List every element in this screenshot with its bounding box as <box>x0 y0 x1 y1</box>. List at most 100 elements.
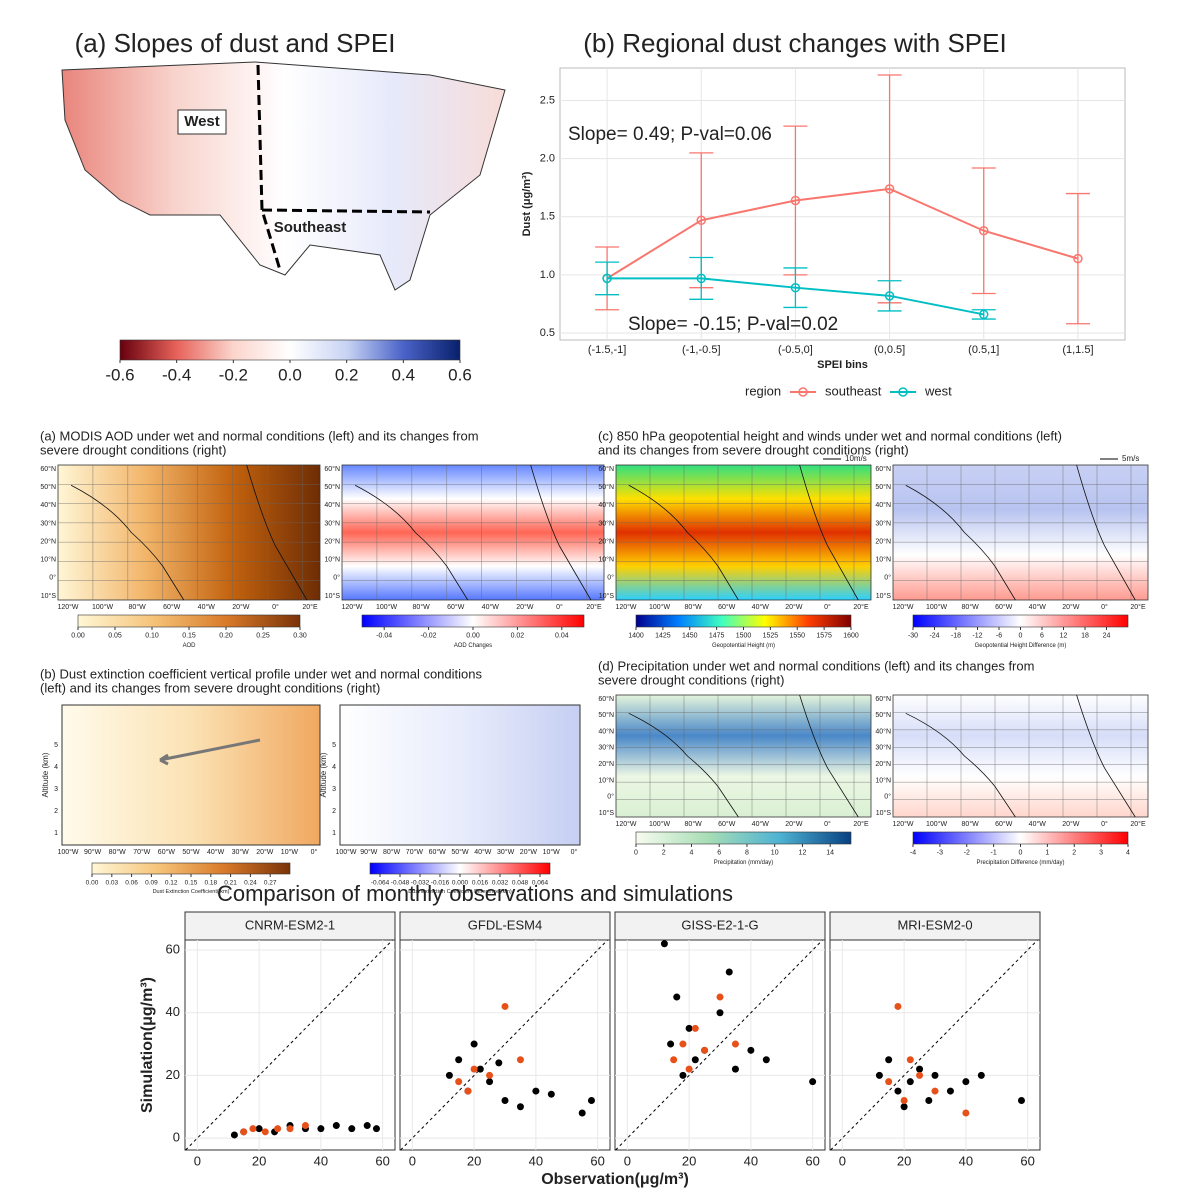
lon-label: 60°W <box>158 848 176 856</box>
point <box>906 1078 914 1086</box>
lat-label: 60°N <box>875 695 891 703</box>
colorbar-tick-label: 0.4 <box>392 365 416 384</box>
lon-label: 20°E <box>1130 820 1146 828</box>
colorbar <box>635 831 852 845</box>
point <box>931 1087 939 1095</box>
colorbar-tick-label: -1 <box>991 850 997 857</box>
colorbar <box>912 831 1129 845</box>
lat-label: 30°N <box>598 519 614 527</box>
lon-label: 50°W <box>182 848 200 856</box>
point <box>900 1096 908 1104</box>
us-map <box>61 61 506 291</box>
colorbar-tick-label: 0.27 <box>264 879 277 886</box>
lon-label: 20°E <box>302 603 318 611</box>
lat-label: 60°N <box>40 465 56 473</box>
lon-label: 80°W <box>685 603 703 611</box>
lat-label: 30°N <box>324 519 340 527</box>
map <box>892 464 1149 601</box>
lon-label: 20°W <box>785 603 803 611</box>
point <box>261 1128 269 1136</box>
colorbar-tick-label: 0.20 <box>219 633 233 640</box>
arrow-label: 5m/s <box>1122 454 1139 463</box>
colorbar-tick-label: 8 <box>745 850 749 857</box>
x-tick-label: (-0.5,0] <box>778 344 813 356</box>
alt-label: 4 <box>332 764 336 771</box>
colorbar-tick-label: -6 <box>996 633 1002 640</box>
lat-label: 10°S <box>876 592 892 600</box>
x-axis-label: Observation(μg/m³) <box>541 1171 689 1188</box>
alt-label: 1 <box>332 830 336 837</box>
point <box>894 1087 902 1095</box>
lon-label: 40°W <box>198 603 216 611</box>
colorbar-tick-label: -0.048 <box>391 879 410 886</box>
alt-label: 1 <box>54 830 58 837</box>
y-tick-label: 0 <box>173 1130 180 1145</box>
point <box>532 1087 540 1095</box>
one-to-one-line <box>400 939 608 1151</box>
y-tick-label: 1.0 <box>540 269 555 281</box>
lon-label: 20°W <box>256 848 274 856</box>
lon-label: 20°E <box>1130 603 1146 611</box>
point <box>946 1087 954 1095</box>
lat-label: 40°N <box>598 501 614 509</box>
colorbar-label: Geopotential Height Difference (m) <box>975 643 1067 649</box>
lon-label: 90°W <box>84 848 102 856</box>
colorbar-tick-label: 0.10 <box>145 633 159 640</box>
legend-point <box>898 387 908 397</box>
x-tick-label: 20 <box>682 1153 696 1168</box>
point <box>274 1125 282 1133</box>
point <box>900 1103 908 1111</box>
lat-label: 10°N <box>598 556 614 564</box>
colorbar-tick-label: 10 <box>771 850 779 857</box>
x-tick-label: 40 <box>744 1153 758 1168</box>
lat-label: 10°S <box>876 809 892 817</box>
point <box>1017 1096 1025 1104</box>
plot-area <box>559 67 1126 341</box>
point <box>547 1090 555 1098</box>
panel-title: (c) 850 hPa geopotential height and wind… <box>598 428 1062 443</box>
colorbar-tick-label: 0.03 <box>105 879 118 886</box>
lat-label: 10°S <box>325 592 341 600</box>
lat-label: 50°N <box>40 483 56 491</box>
alt-label: 3 <box>54 786 58 793</box>
colorbar-tick-label: 6 <box>1040 633 1044 640</box>
x-tick-label: 20 <box>252 1153 266 1168</box>
point <box>301 1122 309 1130</box>
colorbar-tick-label: 0.24 <box>244 879 257 886</box>
lon-label: 100°W <box>926 820 947 828</box>
lat-label: 60°N <box>324 465 340 473</box>
panel-title: (a) MODIS AOD under wet and normal condi… <box>40 428 479 443</box>
strip <box>829 911 1041 941</box>
colorbar <box>91 862 291 875</box>
y-tick-label: 20 <box>166 1067 180 1082</box>
colorbar-tick-label: -3 <box>937 850 943 857</box>
lat-label: 20°N <box>324 537 340 545</box>
colorbar-tick-label: -0.04 <box>376 633 392 640</box>
lon-label: 120°W <box>892 603 913 611</box>
colorbar-tick-label: -4 <box>910 850 916 857</box>
colorbar-tick-label: 0.15 <box>185 879 198 886</box>
lat-label: 20°N <box>875 760 891 768</box>
colorbar-label: Precipitation Difference (mm/day) <box>977 860 1065 866</box>
lat-label: 20°N <box>598 537 614 545</box>
point <box>691 1024 699 1032</box>
colorbar-tick-label: 0.00 <box>86 879 99 886</box>
colorbar-label: Dust Extinction Coefficient Difference(/… <box>408 889 512 895</box>
point <box>916 1065 924 1073</box>
colorbar-tick-label: 0 <box>1019 850 1023 857</box>
point <box>464 1087 472 1095</box>
y-tick-label: 60 <box>166 941 180 956</box>
colorbar-tick-label: 3 <box>1099 850 1103 857</box>
legend-label: west <box>924 383 952 398</box>
panel-name: MRI-ESM2-0 <box>897 917 972 932</box>
lat-label: 60°N <box>598 465 614 473</box>
panel-title: and its changes from severe drought cond… <box>598 442 909 457</box>
lon-label: 100°W <box>57 848 78 856</box>
lat-label: 60°N <box>875 465 891 473</box>
region-label: West <box>184 113 220 130</box>
lon-label: 0° <box>824 820 831 828</box>
lon-label: 120°W <box>615 603 636 611</box>
panel-title: Comparison of monthly observations and s… <box>217 881 733 906</box>
lon-label: 80°W <box>109 848 127 856</box>
coastline <box>905 694 1136 818</box>
